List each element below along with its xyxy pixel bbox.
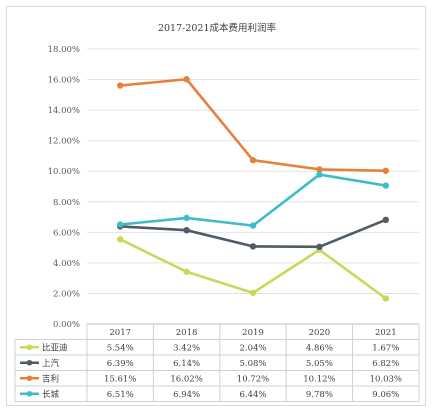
y-tick-label: 14.00% xyxy=(48,106,80,116)
data-point xyxy=(382,295,389,302)
data-label: 9.78% xyxy=(306,390,333,400)
data-point xyxy=(382,182,389,189)
data-point xyxy=(382,167,389,174)
legend-key-marker xyxy=(26,359,33,366)
data-label: 5.05% xyxy=(306,359,333,369)
legend-label: 长城 xyxy=(42,389,60,400)
data-label: 15.61% xyxy=(104,374,136,384)
x-tick-label: 2021 xyxy=(375,328,397,338)
data-label: 6.51% xyxy=(107,390,134,400)
data-label: 10.03% xyxy=(370,374,402,384)
data-point xyxy=(183,226,190,234)
data-label: 10.12% xyxy=(303,374,335,384)
data-table: 2017 2018 2019 2020 2021 比亚迪 5.54% 3.42% 2.04% 4.… xyxy=(14,323,420,402)
data-point xyxy=(117,221,124,228)
y-tick-label: 8.00% xyxy=(53,198,80,208)
data-label: 6.82% xyxy=(372,359,399,369)
y-tick-label: 2.00% xyxy=(53,289,80,299)
y-axis: 0.00% 2.00% 4.00% 6.00% 8.00% 10.00% 12.00% 14.… xyxy=(48,45,80,330)
y-tick-label: 16.00% xyxy=(48,76,80,86)
data-point xyxy=(117,82,124,89)
chart-title: 2017-2021成本费用利润率 xyxy=(158,22,277,34)
data-point xyxy=(249,157,257,164)
legend-key-marker xyxy=(26,390,33,397)
data-point xyxy=(316,166,323,173)
x-tick-label: 2017 xyxy=(109,328,131,338)
data-label: 6.39% xyxy=(107,359,134,369)
x-tick-label: 2019 xyxy=(242,328,264,338)
data-label: 6.94% xyxy=(173,390,200,400)
data-label: 9.06% xyxy=(372,390,399,400)
data-label: 5.08% xyxy=(239,359,266,369)
data-label: 2.04% xyxy=(239,343,266,353)
legend-key-marker xyxy=(26,344,33,351)
data-point xyxy=(316,243,323,251)
data-label: 5.54% xyxy=(107,343,134,353)
y-tick-label: 12.00% xyxy=(48,137,80,147)
data-point xyxy=(183,214,190,222)
y-tick-label: 18.00% xyxy=(48,45,80,55)
data-point xyxy=(316,171,323,178)
legend-key-marker xyxy=(26,375,33,382)
data-point xyxy=(249,243,257,250)
chart-frame: 2017-2021成本费用利润率 0.00% 2.00% 4.00% 6.00% 8.0… xyxy=(6,6,426,406)
data-label: 1.67% xyxy=(372,343,399,353)
data-label: 6.44% xyxy=(239,390,266,400)
legend-label: 比亚迪 xyxy=(42,342,68,353)
data-point xyxy=(183,268,190,275)
data-point xyxy=(249,222,257,229)
data-label: 4.86% xyxy=(306,343,333,353)
gridlines xyxy=(87,48,419,294)
data-point xyxy=(183,76,190,83)
data-label: 3.42% xyxy=(173,343,200,353)
y-tick-label: 0.00% xyxy=(53,320,80,330)
legend-label: 上汽 xyxy=(42,358,60,369)
series-lines xyxy=(117,76,389,302)
series-line-3 xyxy=(118,173,388,227)
data-point xyxy=(382,216,389,224)
legend-label: 吉利 xyxy=(42,373,59,384)
data-label: 16.02% xyxy=(170,374,202,384)
x-tick-label: 2020 xyxy=(309,328,331,338)
y-tick-label: 10.00% xyxy=(48,167,80,177)
data-point xyxy=(117,236,124,243)
data-label: 10.72% xyxy=(237,374,269,384)
line-chart: 2017-2021成本费用利润率 0.00% 2.00% 4.00% 6.00% 8.0… xyxy=(14,22,420,402)
data-point xyxy=(249,289,257,297)
y-tick-label: 4.00% xyxy=(53,259,80,269)
y-tick-label: 6.00% xyxy=(53,228,80,238)
data-label: 6.14% xyxy=(173,359,200,369)
x-tick-label: 2018 xyxy=(176,328,198,338)
